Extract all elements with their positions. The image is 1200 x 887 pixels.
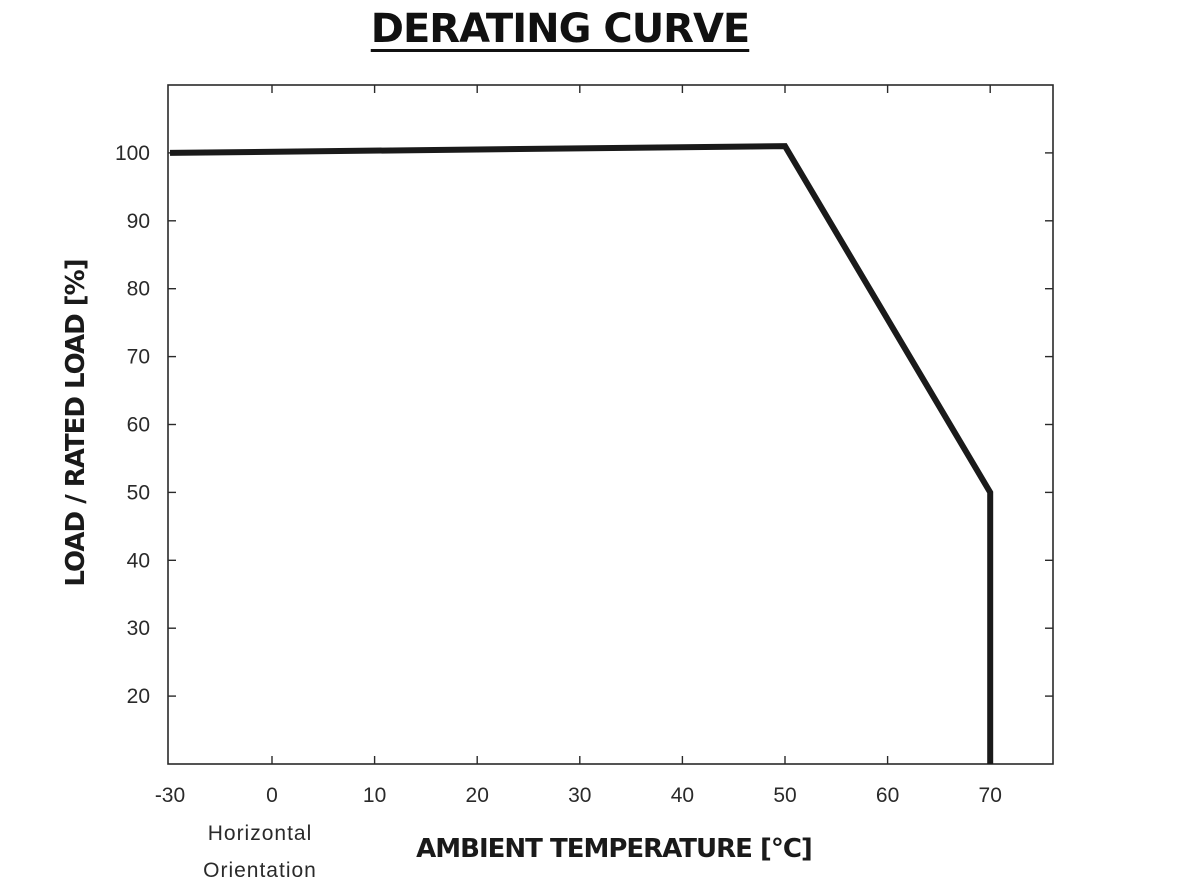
y-tick-label: 40 bbox=[127, 549, 150, 572]
chart-title: DERATING CURVE bbox=[370, 6, 751, 52]
plot-frame bbox=[167, 84, 1054, 765]
y-axis-label: LOAD / RATED LOAD [%] bbox=[61, 259, 91, 586]
y-tick-label: 100 bbox=[115, 142, 150, 165]
x-tick-label: 60 bbox=[876, 784, 899, 807]
y-tick-label: 70 bbox=[127, 346, 150, 369]
series-layer bbox=[169, 143, 994, 764]
y-tick-label: 50 bbox=[127, 481, 150, 504]
orientation-note-line-1: Horizontal bbox=[208, 822, 313, 845]
y-tick-label: 30 bbox=[127, 617, 150, 640]
x-tick-label: 40 bbox=[671, 784, 694, 807]
x-tick-label: 50 bbox=[773, 784, 796, 807]
y-tick-label: 80 bbox=[127, 278, 150, 301]
orientation-note-line-2: Orientation bbox=[203, 859, 317, 882]
x-tick-label: 10 bbox=[363, 784, 386, 807]
x-tick-label: 20 bbox=[466, 784, 489, 807]
y-tick-label: 60 bbox=[127, 414, 150, 437]
x-tick-label: -30 bbox=[155, 784, 185, 807]
derating-curve-line bbox=[169, 143, 994, 764]
x-axis-ticks: -30 0 10 20 30 40 50 60 70 bbox=[155, 85, 1002, 807]
x-tick-label: 70 bbox=[979, 784, 1002, 807]
y-axis-ticks: 20 30 40 50 60 70 80 90 100 bbox=[115, 142, 1053, 708]
x-tick-label: 0 bbox=[266, 784, 278, 807]
x-axis-label: AMBIENT TEMPERATURE [°C] bbox=[416, 834, 812, 864]
x-tick-label: 30 bbox=[568, 784, 591, 807]
y-tick-label: 90 bbox=[127, 210, 150, 233]
y-tick-label: 20 bbox=[127, 685, 150, 708]
